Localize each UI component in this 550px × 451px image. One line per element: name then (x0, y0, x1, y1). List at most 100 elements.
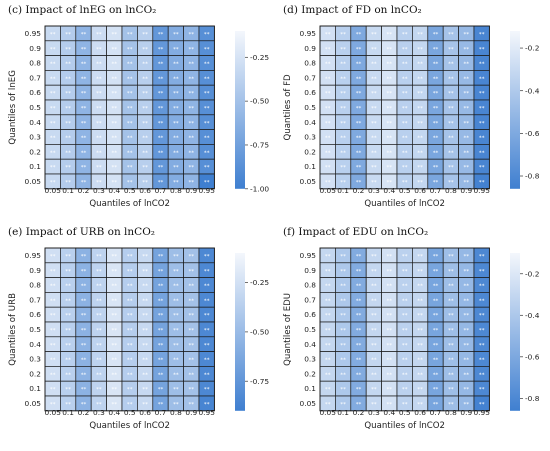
y-tick-label: 0.4 (29, 118, 41, 127)
cell-significance-label: ** (50, 32, 56, 38)
cell-significance-label: ** (50, 343, 56, 349)
cell-significance-label: ** (189, 76, 195, 82)
cell-significance-label: ** (112, 76, 118, 82)
cell-significance-label: ** (50, 91, 56, 97)
x-tick-label: 0.05 (44, 408, 61, 417)
cell-significance-label: ** (96, 313, 102, 319)
colorbar-tick-label: -0.4 (525, 311, 540, 320)
x-tick-label: 0.2 (353, 186, 365, 195)
cell-significance-label: ** (417, 284, 423, 290)
x-tick-label: 0.4 (383, 408, 395, 417)
cell-significance-label: ** (479, 284, 485, 290)
cell-significance-label: ** (402, 62, 408, 68)
cell-significance-label: ** (448, 343, 454, 349)
cell-significance-label: ** (356, 150, 362, 156)
cell-significance-label: ** (371, 254, 377, 260)
x-tick-label: 0.95 (198, 408, 215, 417)
cell-significance-label: ** (371, 343, 377, 349)
x-tick-label: 0.4 (108, 186, 120, 195)
cell-significance-label: ** (325, 32, 331, 38)
cell-significance-label: ** (142, 358, 148, 364)
cell-significance-label: ** (325, 254, 331, 260)
cell-significance-label: ** (325, 402, 331, 408)
y-tick-label: 0.05 (300, 399, 317, 408)
cell-significance-label: ** (173, 150, 179, 156)
cell-significance-label: ** (65, 47, 71, 53)
cell-significance-label: ** (387, 76, 393, 82)
cell-significance-label: ** (158, 136, 164, 142)
cell-significance-label: ** (433, 402, 439, 408)
x-tick-label: 0.9 (185, 186, 197, 195)
cell-significance-label: ** (464, 358, 470, 364)
cell-significance-label: ** (340, 372, 346, 378)
cell-significance-label: ** (356, 136, 362, 142)
cell-significance-label: ** (479, 343, 485, 349)
cell-significance-label: ** (81, 313, 87, 319)
cell-significance-label: ** (127, 136, 133, 142)
cell-significance-label: ** (433, 106, 439, 112)
cell-significance-label: ** (464, 106, 470, 112)
y-tick-label: 0.7 (304, 73, 316, 82)
x-tick-label: 0.1 (337, 186, 349, 195)
cell-significance-label: ** (448, 284, 454, 290)
cell-significance-label: ** (50, 269, 56, 275)
cell-significance-label: ** (65, 91, 71, 97)
cell-significance-label: ** (173, 62, 179, 68)
cell-significance-label: ** (81, 269, 87, 275)
heatmap-border (319, 25, 490, 190)
cell-significance-label: ** (371, 180, 377, 186)
cell-significance-label: ** (417, 62, 423, 68)
cell-significance-label: ** (204, 62, 210, 68)
cell-significance-label: ** (464, 76, 470, 82)
cell-significance-label: ** (340, 121, 346, 127)
cell-significance-label: ** (127, 313, 133, 319)
cell-significance-label: ** (142, 284, 148, 290)
cell-significance-label: ** (433, 32, 439, 38)
x-tick-label: 0.3 (93, 186, 105, 195)
cell-significance-label: ** (189, 106, 195, 112)
cell-significance-label: ** (371, 32, 377, 38)
x-tick-label: 0.6 (414, 186, 426, 195)
cell-significance-label: ** (142, 76, 148, 82)
cell-significance-label: ** (173, 76, 179, 82)
cell-significance-label: ** (387, 328, 393, 334)
cell-significance-label: ** (433, 284, 439, 290)
colorbar-tick-label: -0.6 (525, 352, 540, 361)
y-tick-label: 0.9 (304, 44, 316, 53)
cell-significance-label: ** (204, 165, 210, 171)
cell-significance-label: ** (112, 387, 118, 393)
cell-significance-label: ** (371, 62, 377, 68)
cell-significance-label: ** (387, 165, 393, 171)
cell-significance-label: ** (417, 165, 423, 171)
cell-significance-label: ** (464, 402, 470, 408)
cell-significance-label: ** (173, 121, 179, 127)
cell-significance-label: ** (158, 254, 164, 260)
cell-significance-label: ** (50, 62, 56, 68)
cell-significance-label: ** (158, 91, 164, 97)
cell-significance-label: ** (448, 47, 454, 53)
cell-significance-label: ** (371, 387, 377, 393)
cell-significance-label: ** (433, 47, 439, 53)
x-tick-label: 0.9 (460, 186, 472, 195)
x-tick-label: 0.2 (78, 186, 90, 195)
cell-significance-label: ** (50, 313, 56, 319)
cell-significance-label: ** (356, 269, 362, 275)
cell-significance-label: ** (433, 328, 439, 334)
y-tick-label: 0.3 (304, 133, 316, 142)
cell-significance-label: ** (433, 165, 439, 171)
cell-significance-label: ** (402, 328, 408, 334)
cell-significance-label: ** (81, 121, 87, 127)
cell-significance-label: ** (65, 269, 71, 275)
cell-significance-label: ** (356, 180, 362, 186)
cell-significance-label: ** (96, 298, 102, 304)
cell-significance-label: ** (464, 62, 470, 68)
cell-significance-label: ** (340, 165, 346, 171)
cell-significance-label: ** (142, 269, 148, 275)
cell-significance-label: ** (158, 32, 164, 38)
cell-significance-label: ** (340, 32, 346, 38)
cell-significance-label: ** (479, 298, 485, 304)
cell-significance-label: ** (142, 313, 148, 319)
cell-significance-label: ** (189, 62, 195, 68)
y-axis-label: Quantiles of EDU (283, 293, 293, 366)
cell-significance-label: ** (189, 121, 195, 127)
